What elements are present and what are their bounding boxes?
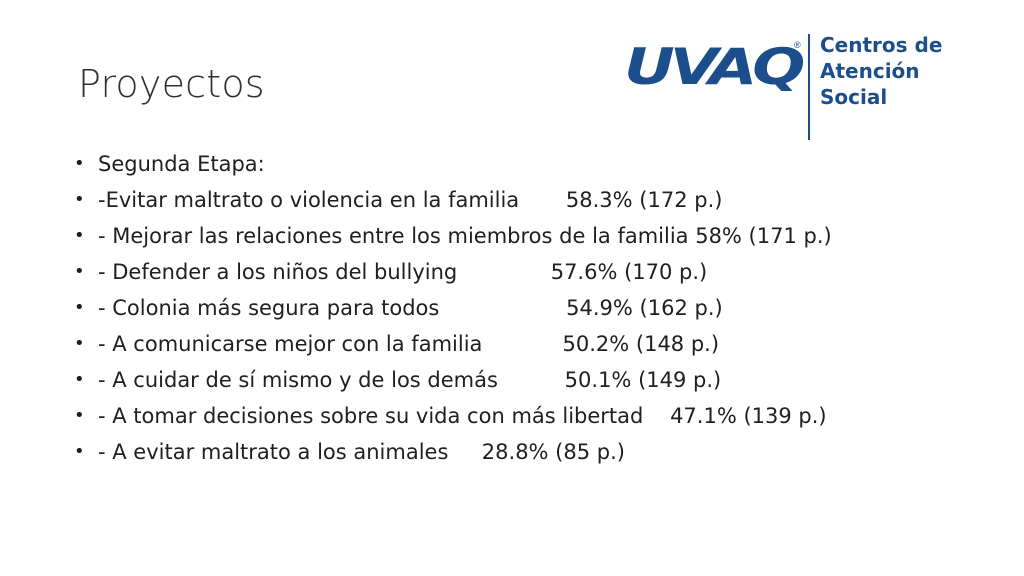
logo-wordmark: UVAQ <box>624 38 805 96</box>
registered-mark: ® <box>794 40 801 50</box>
slide-title: Proyectos <box>78 62 265 106</box>
bullet-item: - A tomar decisiones sobre su vida con m… <box>74 404 954 428</box>
logo-line: Social <box>820 85 888 109</box>
bullet-list: Segunda Etapa: -Evitar maltrato o violen… <box>74 152 954 476</box>
bullet-item: -Evitar maltrato o violencia en la famil… <box>74 188 954 212</box>
bullet-item: - A comunicarse mejor con la familia 50.… <box>74 332 954 356</box>
bullet-item: - Colonia más segura para todos 54.9% (1… <box>74 296 954 320</box>
logo-line: Atención <box>820 59 920 83</box>
bullet-item: - A evitar maltrato a los animales 28.8%… <box>74 440 954 464</box>
logo-line: Centros de <box>820 33 943 57</box>
logo-subtitle: Centros de Atención Social <box>820 32 942 110</box>
logo-divider <box>808 34 810 140</box>
bullet-item: - Mejorar las relaciones entre los miemb… <box>74 224 928 248</box>
uvaq-logo: UVAQ ® Centros de Atención Social <box>624 30 964 140</box>
bullet-item: - Defender a los niños del bullying 57.6… <box>74 260 954 284</box>
bullet-item: - A cuidar de sí mismo y de los demás 50… <box>74 368 954 392</box>
bullet-item: Segunda Etapa: <box>74 152 954 176</box>
